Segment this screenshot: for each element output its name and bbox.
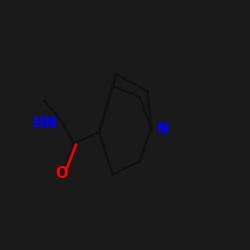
Text: O: O [55,166,68,181]
Text: N: N [156,122,168,137]
Text: HN: HN [33,116,58,131]
